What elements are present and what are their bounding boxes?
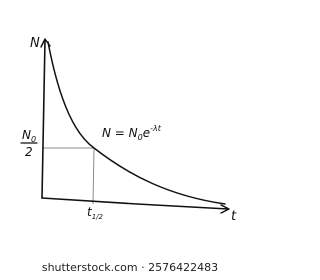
diagram: N t N0 2 N = N0e-λt t1/2 shutterstock.co…: [20, 36, 237, 274]
half-life-label: t1/2: [87, 205, 104, 221]
x-axis-label: t: [231, 209, 237, 224]
y-axis: [41, 39, 46, 199]
equation-base: e: [143, 126, 150, 140]
watermark-id: 2576422483: [148, 261, 218, 274]
equation-subscript: 0: [138, 133, 143, 142]
watermark-site: shutterstock.com: [42, 261, 138, 274]
x-axis: [41, 197, 229, 210]
x-axis-arrow: [220, 204, 230, 214]
half-value-denominator: 2: [25, 145, 33, 159]
equation-lhs: N = N: [102, 126, 138, 140]
numerator: N: [22, 128, 31, 142]
watermark-separator: ·: [141, 261, 145, 274]
half-life-symbol: t: [87, 205, 93, 219]
half-life-guide: [92, 147, 95, 205]
watermark: shutterstock.com · 2576422483: [42, 261, 218, 274]
page: N t N0 2 N = N0e-λt t1/2 shutterstock.co…: [20, 36, 237, 274]
equation-exponent: -λt: [150, 124, 162, 133]
half-life-subscript: 1/2: [92, 213, 104, 221]
decay-curve: [47, 41, 226, 205]
half-value-numerator: N0: [22, 128, 36, 144]
y-axis-label: N: [30, 36, 40, 51]
numerator-subscript: 0: [31, 135, 36, 144]
equation: N = N0e-λt: [102, 124, 162, 142]
